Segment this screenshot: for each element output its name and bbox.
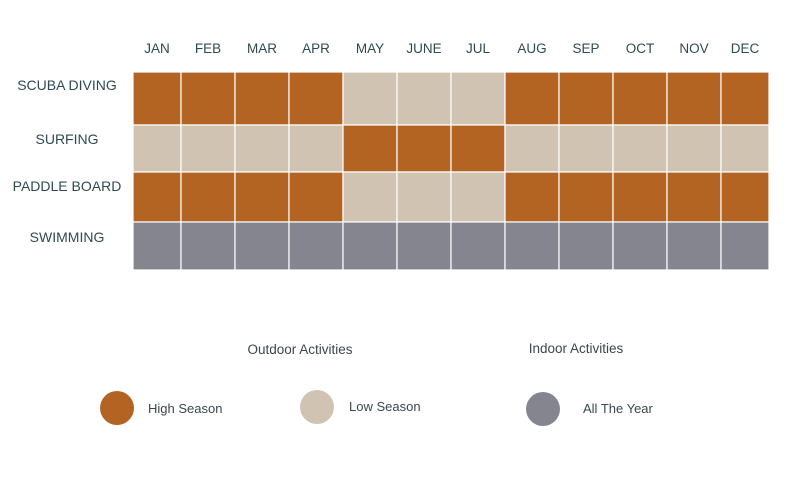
cell-paddle-board-june [396,171,452,223]
cell-scuba-diving-may [342,71,398,126]
month-label-june: JUNE [406,41,441,56]
cell-paddle-board-jan [132,171,182,223]
legend-label-high-season: High Season [148,401,222,416]
legend-group-title-outdoor: Outdoor Activities [247,342,352,357]
activity-label-paddle-board: PADDLE BOARD [13,178,122,194]
cell-scuba-diving-dec [720,71,770,126]
cell-paddle-board-dec [720,171,770,223]
cell-paddle-board-jul [450,171,506,223]
cell-paddle-board-apr [288,171,344,223]
month-label-dec: DEC [731,41,760,56]
activity-label-scuba-diving: SCUBA DIVING [17,77,117,93]
cell-scuba-diving-jul [450,71,506,126]
cell-scuba-diving-apr [288,71,344,126]
cell-swimming-nov [666,221,722,271]
cell-surfing-dec [720,124,770,173]
activity-label-swimming: SWIMMING [30,229,105,245]
legend-label-all-the-year: All The Year [583,401,654,416]
cell-scuba-diving-feb [180,71,236,126]
cell-surfing-jul [450,124,506,173]
cell-scuba-diving-jan [132,71,182,126]
cell-paddle-board-may [342,171,398,223]
legend-swatch-high-season [100,391,134,425]
cell-surfing-nov [666,124,722,173]
cell-scuba-diving-aug [504,71,560,126]
legend: Outdoor Activities Indoor Activities Hig… [100,341,654,426]
cell-swimming-jan [132,221,182,271]
cell-surfing-june [396,124,452,173]
month-labels: JAN FEB MAR APR MAY JUNE JUL AUG SEP OCT NOV DEC [144,41,759,56]
cell-scuba-diving-nov [666,71,722,126]
cell-swimming-feb [180,221,236,271]
cell-surfing-apr [288,124,344,173]
legend-swatch-low-season [300,390,334,424]
cell-swimming-aug [504,221,560,271]
cell-scuba-diving-june [396,71,452,126]
month-label-may: MAY [356,41,384,56]
cell-surfing-feb [180,124,236,173]
month-label-jul: JUL [466,41,490,56]
legend-label-low-season: Low Season [349,399,421,414]
month-label-nov: NOV [679,41,708,56]
legend-swatch-all-the-year [526,392,560,426]
activity-label-surfing: SURFING [36,131,99,147]
month-label-aug: AUG [517,41,546,56]
legend-group-title-indoor: Indoor Activities [529,341,624,356]
cell-surfing-may [342,124,398,173]
cell-scuba-diving-oct [612,71,668,126]
cell-paddle-board-oct [612,171,668,223]
cell-swimming-sep [558,221,614,271]
cell-paddle-board-aug [504,171,560,223]
heatmap-cells [132,71,770,271]
cell-paddle-board-feb [180,171,236,223]
month-label-oct: OCT [626,41,655,56]
cell-surfing-jan [132,124,182,173]
cell-swimming-june [396,221,452,271]
cell-swimming-jul [450,221,506,271]
cell-swimming-may [342,221,398,271]
cell-scuba-diving-mar [234,71,290,126]
cell-paddle-board-sep [558,171,614,223]
cell-surfing-oct [612,124,668,173]
activity-labels: SCUBA DIVING SURFING PADDLE BOARD SWIMMING [13,77,122,245]
cell-paddle-board-nov [666,171,722,223]
month-label-apr: APR [302,41,330,56]
cell-paddle-board-mar [234,171,290,223]
cell-swimming-apr [288,221,344,271]
cell-swimming-mar [234,221,290,271]
month-label-feb: FEB [195,41,221,56]
month-label-mar: MAR [247,41,277,56]
month-label-sep: SEP [572,41,599,56]
cell-surfing-mar [234,124,290,173]
cell-surfing-sep [558,124,614,173]
cell-surfing-aug [504,124,560,173]
month-label-jan: JAN [144,41,170,56]
cell-swimming-dec [720,221,770,271]
cell-scuba-diving-sep [558,71,614,126]
cell-swimming-oct [612,221,668,271]
